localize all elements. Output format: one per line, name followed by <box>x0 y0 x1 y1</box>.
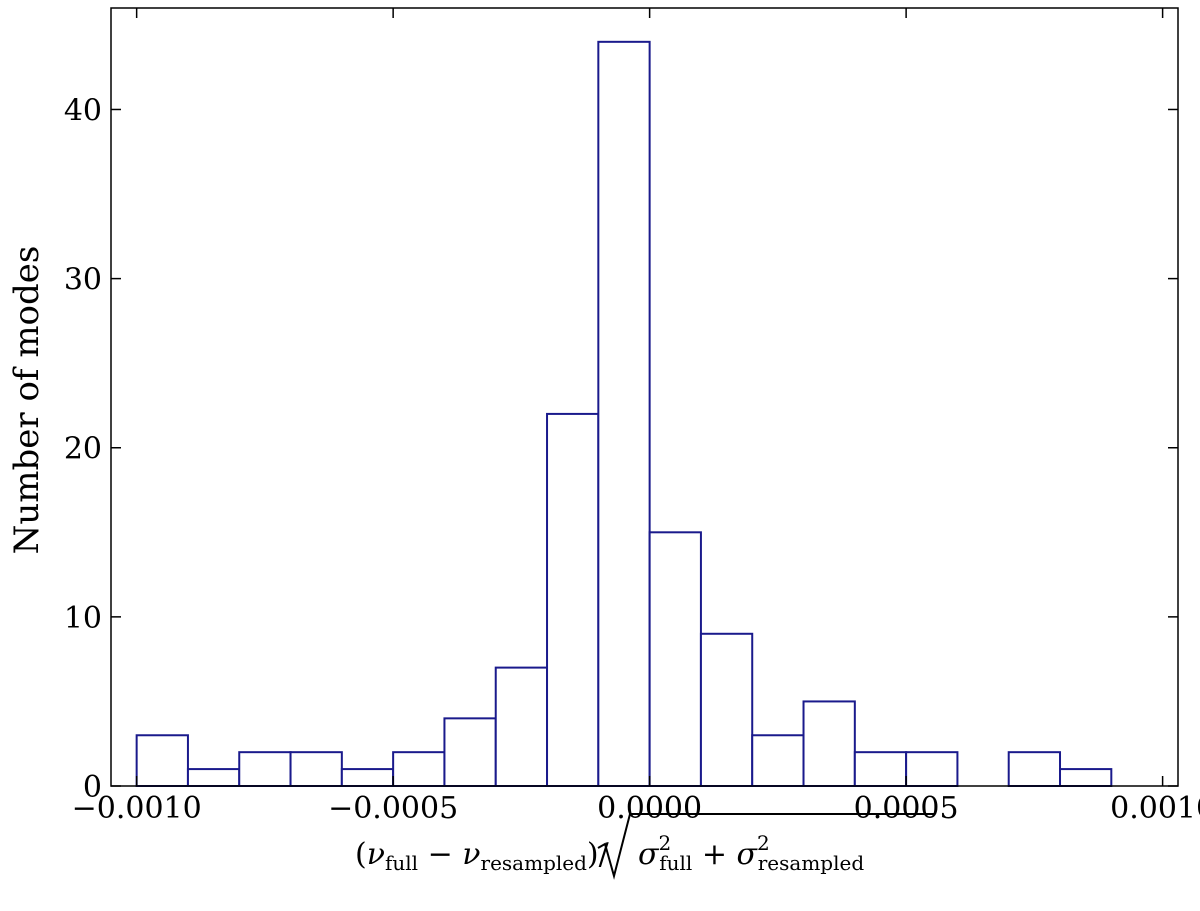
xlabel-sigma-full-sub: full <box>659 851 692 875</box>
svg-text:(νfull − νresampled)/: (νfull − νresampled)/ <box>355 837 610 875</box>
x-tick-label: 0.0010 <box>1110 791 1200 826</box>
y-tick-label: 20 <box>64 432 102 467</box>
y-tick-label: 40 <box>64 93 102 128</box>
xlabel-nu-resampled: ν <box>462 837 480 872</box>
xlabel-nu-resampled-sub: resampled <box>481 851 588 875</box>
x-axis-label: (νfull − νresampled)/ σ2 full + σ2 resampl… <box>355 813 934 880</box>
histogram-bar <box>443 717 497 788</box>
histogram-bar <box>289 751 343 787</box>
plot-frame <box>110 7 1179 787</box>
y-axis-label: Number of modes <box>7 246 47 555</box>
xlabel-minus: − <box>418 837 462 872</box>
xlabel-close-slash: )/ <box>587 837 610 872</box>
histogram-bar <box>186 768 241 788</box>
x-tick-label: 0.0005 <box>854 791 959 826</box>
histogram-bar <box>340 768 395 788</box>
histogram-bar <box>494 666 549 788</box>
histogram-bar <box>546 412 600 787</box>
xlabel-sigma-full: σ <box>638 837 660 872</box>
histogram-bar <box>135 734 189 787</box>
y-tick-label: 0 <box>83 770 102 805</box>
histogram-bar <box>853 751 908 787</box>
y-tick-label: 30 <box>64 263 102 298</box>
histogram-bar <box>648 531 702 787</box>
xlabel-nu-full-sub: full <box>385 851 418 875</box>
x-tick-label: −0.0010 <box>72 791 202 826</box>
histogram-bar <box>1059 768 1113 788</box>
histogram-bar <box>392 751 446 787</box>
histogram-bars <box>135 40 1113 788</box>
sqrt-sign <box>597 813 934 880</box>
xlabel-sigma-full-sup: 2 <box>658 831 671 855</box>
xlabel-plus: + <box>692 837 736 872</box>
axis-tick-labels: −0.0010 −0.0005 0.0000 0.0005 0.0010 0 10 20 30 4… <box>64 93 1200 826</box>
histogram-bar <box>802 700 856 787</box>
xlabel-open-paren: ( <box>355 837 367 872</box>
axis-ticks <box>111 8 1178 787</box>
histogram-bar <box>238 751 292 787</box>
x-tick-label: 0.0000 <box>597 791 702 826</box>
xlabel-sigma-resampled: σ <box>737 837 759 872</box>
histogram-bar <box>597 40 651 787</box>
xlabel-nu-full: ν <box>367 837 385 872</box>
histogram-bar <box>751 734 805 787</box>
histogram-bar <box>905 751 959 787</box>
histogram-bar <box>699 632 754 787</box>
x-tick-label: −0.0005 <box>328 791 458 826</box>
y-tick-label: 10 <box>64 601 102 636</box>
histogram-bar <box>1007 751 1062 787</box>
xlabel-sigma-resampled-sup: 2 <box>757 831 770 855</box>
xlabel-sigma-resampled-sub: resampled <box>758 851 865 875</box>
